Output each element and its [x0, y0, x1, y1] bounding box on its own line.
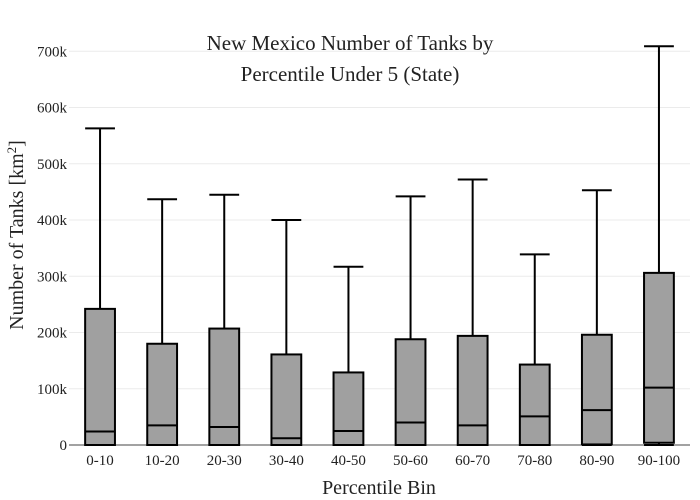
iqr-box: [332, 371, 365, 446]
x-axis-title: Percentile Bin: [322, 477, 436, 499]
iqr-box: [643, 271, 675, 444]
y-axis-title-superscript: 2: [4, 147, 19, 154]
x-tick-label: 90-100: [638, 453, 681, 469]
iqr-box: [394, 338, 427, 446]
iqr-box: [146, 342, 179, 446]
box-20-30: [208, 193, 241, 446]
y-axis-title-close: ]: [6, 140, 28, 147]
iqr-box: [84, 307, 116, 446]
box-series: [84, 45, 675, 446]
chart-title-line-2: Percentile Under 5 (State): [241, 62, 460, 86]
x-tick-label: 60-70: [455, 453, 490, 469]
y-tick-label: 700k: [37, 44, 68, 60]
y-axis-title: Number of Tanks [km2]: [4, 140, 28, 330]
box-0-10: [84, 127, 116, 446]
x-tick-label: 80-90: [579, 453, 614, 469]
box-50-60: [394, 195, 427, 446]
iqr-box: [270, 353, 303, 446]
x-tick-label: 0-10: [86, 453, 114, 469]
box-80-90: [580, 189, 613, 446]
x-tick-label: 70-80: [517, 453, 552, 469]
x-tick-label: 40-50: [331, 453, 366, 469]
chart-title-line-1: New Mexico Number of Tanks by: [207, 31, 494, 55]
iqr-box: [518, 363, 551, 446]
x-axis-ticks: 0-10 10-20 20-30 30-40 40-50 50-60 60-70 70-80 8…: [86, 453, 680, 469]
box-40-50: [332, 265, 365, 446]
box-60-70: [456, 178, 489, 446]
y-tick-label: 0: [60, 438, 68, 454]
iqr-box: [208, 327, 241, 446]
y-tick-label: 100k: [37, 382, 68, 398]
y-tick-label: 600k: [37, 101, 68, 117]
box-70-80: [518, 253, 551, 446]
y-axis-title-text: Number of Tanks [km: [6, 153, 28, 330]
x-tick-label: 50-60: [393, 453, 428, 469]
x-tick-label: 10-20: [145, 453, 180, 469]
y-tick-label: 200k: [37, 326, 68, 342]
y-tick-label: 500k: [37, 157, 68, 173]
y-tick-label: 300k: [37, 269, 68, 285]
x-tick-label: 30-40: [269, 453, 304, 469]
box-30-40: [270, 219, 303, 446]
box-10-20: [146, 198, 179, 446]
iqr-box: [456, 334, 489, 446]
box-90-100: [643, 45, 675, 446]
iqr-box: [580, 333, 613, 446]
y-tick-label: 400k: [37, 213, 68, 229]
x-tick-label: 20-30: [207, 453, 242, 469]
y-axis-ticks: 0 100k 200k 300k 400k 500k 600k 700k: [37, 44, 68, 454]
